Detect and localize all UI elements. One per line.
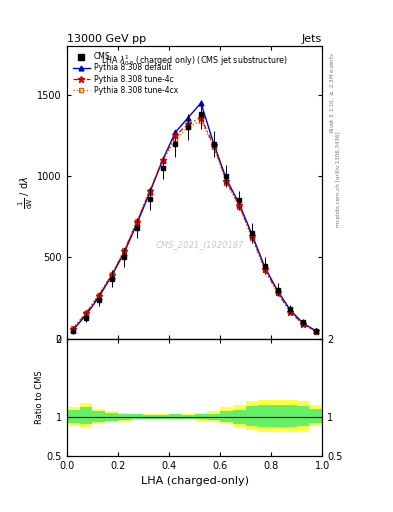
Legend: CMS, Pythia 8.308 default, Pythia 8.308 tune-4c, Pythia 8.308 tune-4cx: CMS, Pythia 8.308 default, Pythia 8.308 …: [71, 50, 180, 97]
Text: 13000 GeV pp: 13000 GeV pp: [67, 34, 146, 44]
Y-axis label: Ratio to CMS: Ratio to CMS: [35, 370, 44, 424]
Text: CMS_2021_I1920187: CMS_2021_I1920187: [155, 241, 244, 249]
Y-axis label: $\frac{1}{\mathrm{d}N}$ / $\mathrm{d}\lambda$: $\frac{1}{\mathrm{d}N}$ / $\mathrm{d}\la…: [16, 176, 35, 209]
Text: Rivet 3.1.10, $\geq$ 2.3M events: Rivet 3.1.10, $\geq$ 2.3M events: [328, 52, 336, 133]
Text: Jets: Jets: [302, 34, 322, 44]
X-axis label: LHA (charged-only): LHA (charged-only): [141, 476, 248, 486]
Text: LHA $\lambda^{1}_{0.5}$ (charged only) (CMS jet substructure): LHA $\lambda^{1}_{0.5}$ (charged only) (…: [101, 53, 288, 68]
Text: mcplots.cern.ch [arXiv:1306.3436]: mcplots.cern.ch [arXiv:1306.3436]: [336, 132, 341, 227]
